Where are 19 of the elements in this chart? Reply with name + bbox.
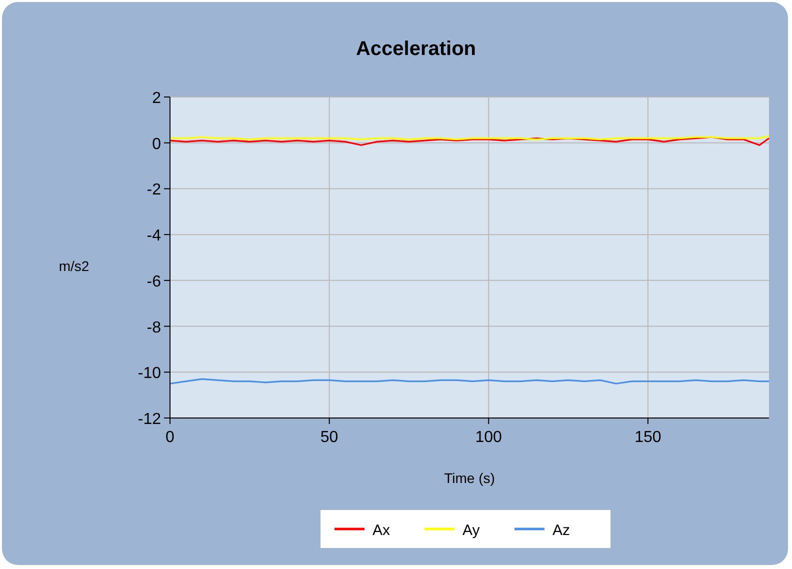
y-axis-title: m/s2 — [58, 258, 90, 274]
x-tick-label: 100 — [475, 429, 502, 446]
x-tick-label: 0 — [166, 429, 175, 446]
x-axis-title: Time (s) — [444, 470, 495, 486]
x-tick-label: 50 — [320, 429, 338, 446]
legend-label: Az — [552, 522, 570, 539]
y-tick-label: -4 — [146, 228, 162, 245]
y-tick-label: -12 — [138, 411, 162, 428]
y-tick-label: 0 — [152, 136, 162, 153]
y-tick-label: -6 — [146, 273, 162, 290]
y-tick-label: -8 — [146, 319, 162, 336]
line-series — [169, 136, 770, 146]
y-tick-label: -2 — [146, 182, 162, 199]
legend-label: Ax — [372, 522, 391, 539]
y-tick-label: 2 — [152, 90, 162, 107]
x-tick-label: 150 — [634, 429, 662, 446]
chart-title: Acceleration — [356, 38, 476, 60]
legend-label: Ay — [462, 522, 480, 539]
y-tick-label: -10 — [138, 365, 162, 382]
